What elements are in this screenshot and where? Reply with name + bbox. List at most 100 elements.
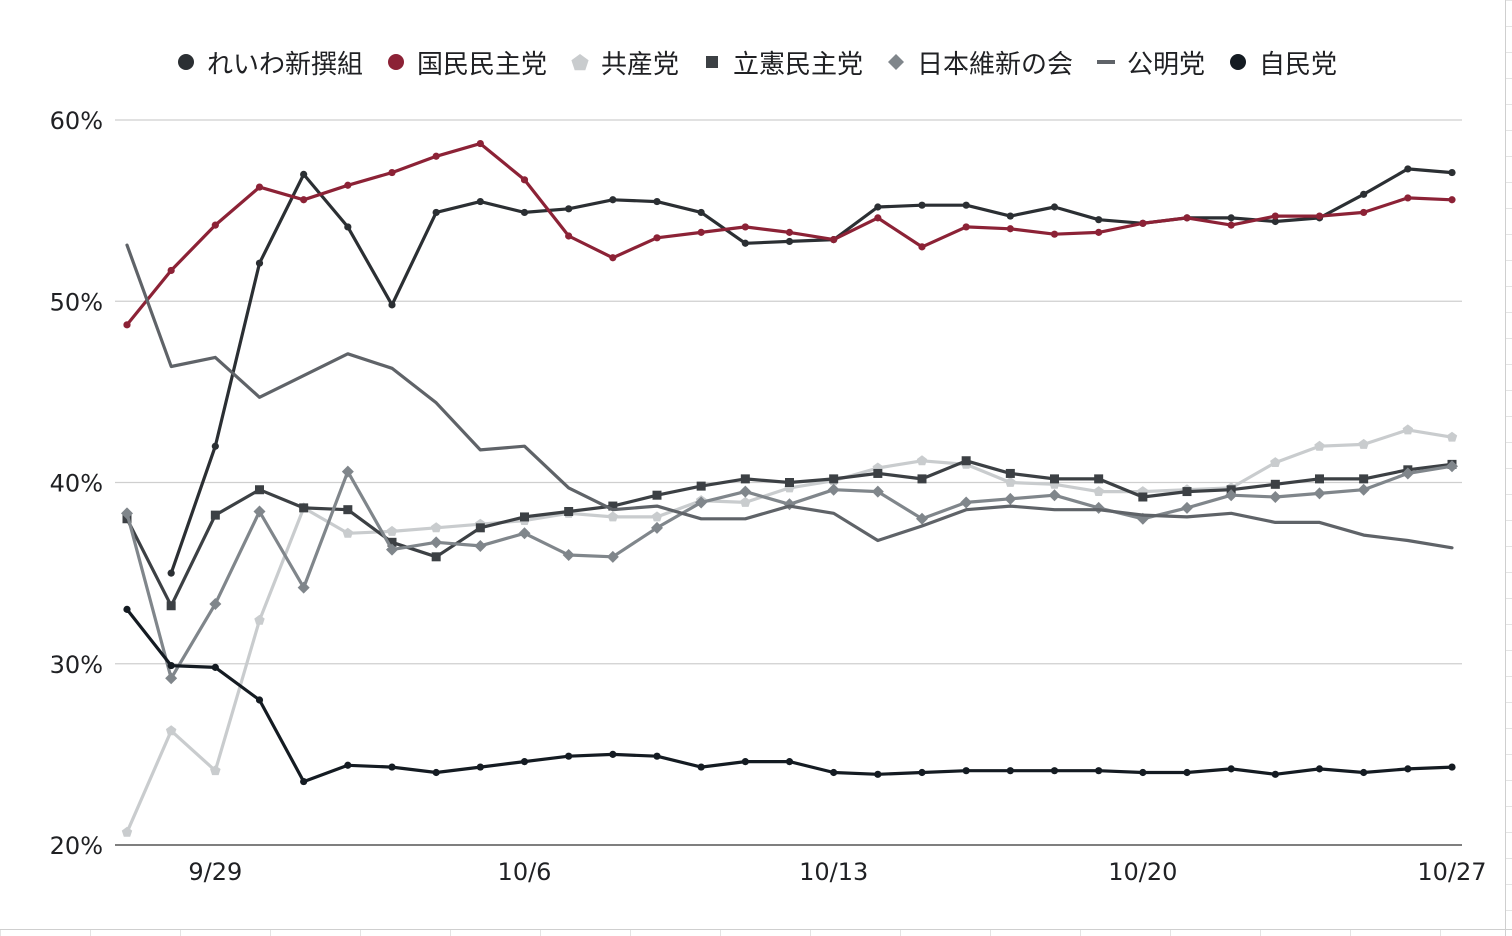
data-point — [1095, 216, 1103, 224]
data-point — [653, 197, 661, 206]
data-point — [962, 201, 970, 209]
data-point — [830, 236, 838, 244]
data-point — [388, 763, 396, 771]
data-point — [167, 661, 175, 670]
series-6 — [123, 605, 1456, 786]
data-point — [297, 581, 310, 594]
data-point — [695, 496, 708, 509]
data-point — [1402, 424, 1414, 435]
data-point — [1271, 212, 1279, 220]
data-point — [1271, 770, 1279, 778]
data-point — [210, 765, 221, 776]
data-point — [961, 456, 971, 466]
data-point — [255, 696, 264, 704]
legend-label: 共産党 — [600, 49, 679, 80]
data-point — [1004, 492, 1017, 505]
data-point — [1404, 194, 1412, 202]
data-point — [1315, 474, 1324, 484]
data-point — [873, 468, 883, 478]
data-point — [830, 768, 838, 777]
data-point — [696, 481, 706, 491]
data-point — [565, 205, 573, 213]
data-point — [651, 511, 663, 522]
series-0 — [167, 165, 1456, 577]
data-point — [871, 485, 884, 498]
legend-item: れいわ新撰組 — [175, 44, 363, 81]
data-point — [1050, 474, 1059, 484]
data-point — [785, 228, 794, 236]
series-line — [125, 464, 1454, 680]
data-point — [255, 183, 264, 191]
data-point — [474, 539, 487, 552]
legend-marker-icon — [571, 54, 589, 71]
data-point — [874, 770, 882, 778]
data-point — [1050, 230, 1059, 238]
data-point — [476, 139, 484, 148]
data-point — [785, 478, 794, 487]
data-point — [1404, 165, 1412, 173]
sheet-grid-edge-bottom — [0, 929, 1512, 936]
data-point — [1227, 765, 1235, 773]
data-point — [300, 777, 308, 786]
data-point — [431, 552, 441, 562]
data-point — [1269, 491, 1282, 503]
data-point — [1446, 431, 1458, 442]
data-point — [253, 505, 266, 518]
data-point — [209, 597, 222, 610]
x-tick-label: 10/20 — [1108, 858, 1177, 886]
data-point — [606, 550, 619, 563]
data-point — [1182, 487, 1192, 497]
y-tick-label: 30% — [50, 651, 103, 679]
data-point — [1094, 474, 1104, 484]
data-point — [1360, 768, 1368, 777]
legend-marker-icon — [1230, 54, 1247, 70]
data-point — [607, 511, 619, 522]
data-point — [565, 232, 573, 240]
data-point — [1006, 225, 1014, 233]
data-point — [1448, 763, 1456, 771]
data-point — [1315, 212, 1324, 220]
data-point — [1404, 765, 1412, 773]
data-point — [299, 503, 309, 513]
data-point — [165, 725, 177, 736]
data-point — [609, 750, 617, 758]
data-point — [918, 243, 926, 251]
data-point — [344, 761, 352, 769]
data-point — [1313, 487, 1326, 500]
data-point — [1227, 221, 1235, 229]
data-point — [1092, 501, 1105, 514]
data-point — [1095, 228, 1103, 236]
legend-label: れいわ新撰組 — [206, 49, 363, 80]
data-point — [432, 768, 440, 777]
data-point — [476, 763, 484, 771]
data-point — [1093, 486, 1104, 496]
data-point — [1095, 767, 1103, 775]
data-point — [960, 496, 973, 509]
legend-marker-icon — [888, 54, 904, 70]
data-point — [475, 523, 485, 533]
data-point — [388, 301, 396, 309]
data-point — [697, 228, 705, 236]
data-point — [1315, 765, 1324, 773]
data-point — [518, 527, 531, 540]
data-point — [962, 223, 970, 231]
series-4 — [121, 460, 1458, 685]
data-point — [1270, 457, 1281, 467]
data-point — [342, 527, 354, 538]
data-point — [123, 321, 131, 329]
data-point — [387, 537, 397, 547]
data-point — [1314, 440, 1325, 451]
data-point — [962, 767, 970, 775]
data-point — [1227, 214, 1235, 222]
y-tick-label: 60% — [50, 107, 103, 135]
data-point — [918, 201, 926, 209]
series-line — [125, 607, 1454, 784]
data-point — [1005, 468, 1015, 478]
data-point — [609, 196, 617, 204]
data-point — [874, 203, 882, 211]
series-5 — [125, 243, 1454, 550]
data-point — [785, 237, 794, 246]
x-tick-label: 9/29 — [188, 858, 242, 886]
data-point — [476, 197, 484, 206]
